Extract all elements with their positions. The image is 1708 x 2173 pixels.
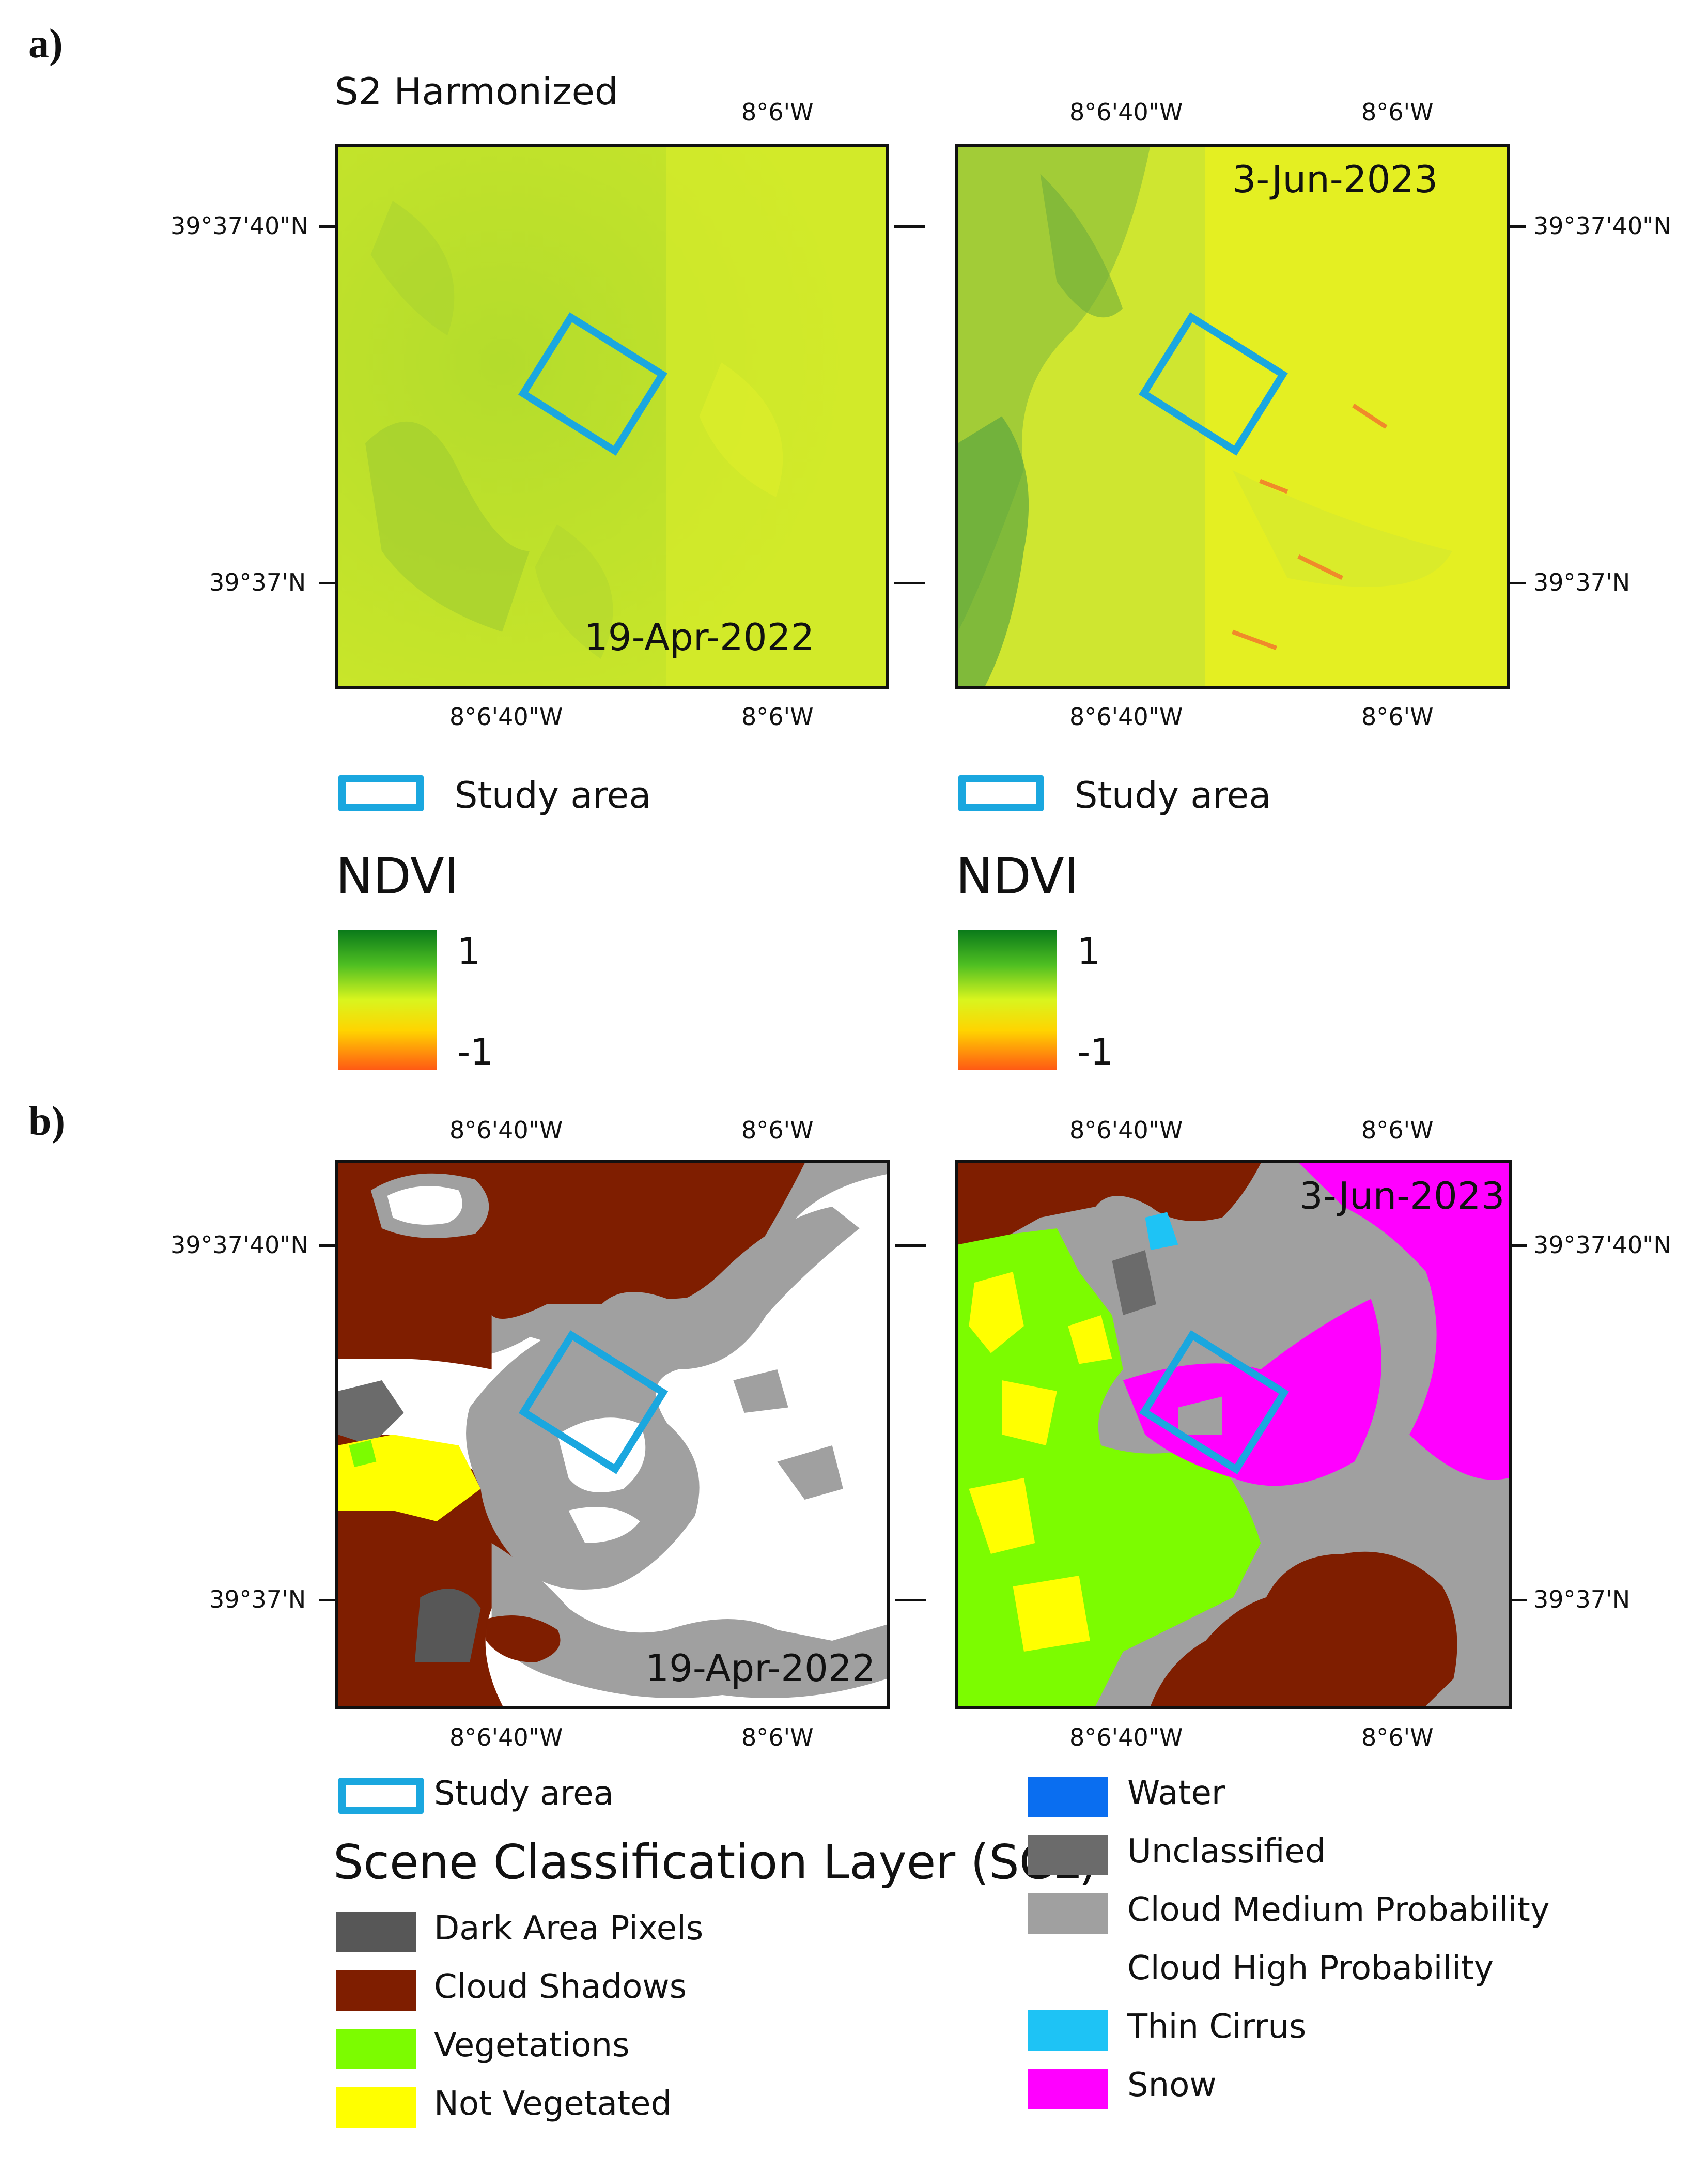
tick-mark [894, 225, 925, 228]
lon-tick-label: 8°6'40"W [1069, 703, 1183, 731]
lon-tick-label: 8°6'40"W [449, 1723, 563, 1751]
legend-label: Vegetations [434, 2026, 630, 2064]
legend-label: Dark Area Pixels [434, 1909, 704, 1948]
lat-tick-label: 39°37'N [1533, 568, 1631, 596]
tick-mark [1512, 1244, 1527, 1247]
study-area-swatch [338, 1778, 424, 1814]
map-date: 3-Jun-2023 [1299, 1174, 1505, 1218]
tick-mark [895, 1599, 926, 1601]
lat-tick-label: 39°37'N [209, 1585, 306, 1613]
map-date: 3-Jun-2023 [1232, 157, 1438, 201]
lat-tick-label: 39°37'40"N [170, 212, 308, 240]
panel-b-label: b) [28, 1099, 66, 1144]
scl-map-2023: 3-Jun-2023 [955, 1160, 1512, 1709]
ndvi-legend-title: NDVI [956, 847, 1079, 905]
panel-a-label: a) [28, 21, 63, 67]
legend-label: Cloud High Probability [1127, 1949, 1494, 1987]
legend-label: Thin Cirrus [1127, 2008, 1307, 2046]
scl-legend-title: Scene Classification Layer (SCL) [333, 1835, 1098, 1890]
lat-tick-label: 39°37'40"N [170, 1231, 308, 1259]
tick-mark [1510, 582, 1526, 584]
lon-tick-label: 8°6'W [1361, 1116, 1434, 1144]
legend-label: Unclassified [1127, 1832, 1326, 1871]
legend-label: Snow [1127, 2066, 1217, 2104]
lon-tick-label: 8°6'40"W [449, 1116, 563, 1144]
legend-swatch [336, 1912, 416, 1952]
tick-mark [319, 1599, 335, 1601]
tick-mark [319, 1244, 335, 1247]
lon-tick-label: 8°6'W [1361, 98, 1434, 126]
lat-tick-label: 39°37'40"N [1533, 1231, 1671, 1259]
map-date: 19-Apr-2022 [584, 615, 815, 659]
legend-swatch [1028, 1777, 1108, 1817]
tick-mark [319, 582, 335, 584]
tick-mark [1512, 1599, 1527, 1601]
lat-tick-label: 39°37'N [209, 568, 306, 596]
ndvi-color-ramp [338, 930, 437, 1070]
lon-tick-label: 8°6'40"W [1069, 98, 1183, 126]
ndvi-map-2022: 19-Apr-2022 [335, 144, 889, 689]
ndvi-map-2023: 3-Jun-2023 [955, 144, 1510, 689]
legend-label: Water [1127, 1774, 1225, 1812]
study-area-label: Study area [1075, 774, 1271, 816]
lon-tick-label: 8°6'W [741, 1116, 814, 1144]
legend-label: Not Vegetated [434, 2085, 672, 2123]
study-area-swatch [338, 775, 424, 811]
legend-swatch [1028, 1835, 1108, 1875]
legend-label: Cloud Medium Probability [1127, 1891, 1550, 1929]
tick-mark [319, 225, 335, 228]
tick-mark [1510, 225, 1526, 228]
lon-tick-label: 8°6'W [1361, 1723, 1434, 1751]
ndvi-legend-title: NDVI [336, 847, 459, 905]
ndvi-min-label: -1 [1077, 1031, 1113, 1073]
ndvi-color-ramp [958, 930, 1057, 1070]
panel-a-title: S2 Harmonized [335, 70, 618, 113]
tick-mark [895, 1244, 926, 1247]
legend-swatch [1028, 1893, 1108, 1934]
legend-label: Cloud Shadows [434, 1968, 687, 2006]
study-area-label: Study area [455, 774, 651, 816]
legend-swatch [336, 2087, 416, 2128]
scl-map-2022: 19-Apr-2022 [335, 1160, 890, 1709]
legend-swatch [336, 2029, 416, 2069]
lon-tick-label: 8°6'40"W [449, 703, 563, 731]
map-date: 19-Apr-2022 [645, 1646, 876, 1690]
lon-tick-label: 8°6'40"W [1069, 1116, 1183, 1144]
legend-swatch [336, 1970, 416, 2011]
lat-tick-label: 39°37'N [1533, 1585, 1631, 1613]
lon-tick-label: 8°6'W [1361, 703, 1434, 731]
lon-tick-label: 8°6'40"W [1069, 1723, 1183, 1751]
lat-tick-label: 39°37'40"N [1533, 212, 1671, 240]
tick-mark [894, 582, 925, 584]
study-area-swatch [958, 775, 1044, 811]
lon-tick-label: 8°6'W [741, 98, 814, 126]
ndvi-max-label: 1 [457, 930, 480, 973]
lon-tick-label: 8°6'W [741, 703, 814, 731]
study-area-label: Study area [434, 1775, 614, 1813]
legend-swatch [1028, 1952, 1108, 1992]
ndvi-max-label: 1 [1077, 930, 1100, 973]
lon-tick-label: 8°6'W [741, 1723, 814, 1751]
legend-swatch [1028, 2069, 1108, 2109]
ndvi-min-label: -1 [457, 1031, 493, 1073]
legend-swatch [1028, 2010, 1108, 2051]
